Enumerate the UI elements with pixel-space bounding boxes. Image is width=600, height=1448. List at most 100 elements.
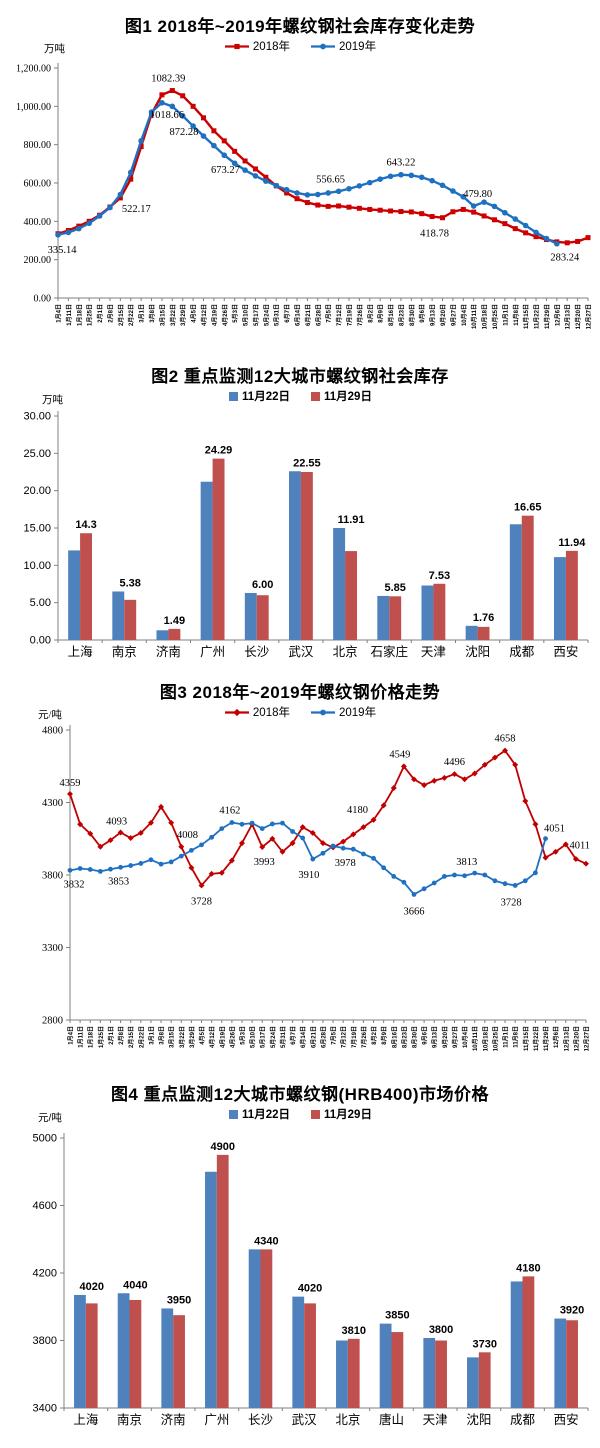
swatch-icon [229, 391, 239, 401]
svg-text:3月1日: 3月1日 [138, 304, 146, 323]
svg-text:成都: 成都 [510, 1413, 536, 1427]
svg-text:12月6日: 12月6日 [553, 304, 561, 326]
svg-text:22.55: 22.55 [293, 457, 321, 469]
svg-text:10月18日: 10月18日 [481, 1026, 489, 1051]
svg-text:6月7日: 6月7日 [289, 1026, 297, 1045]
svg-text:3月22日: 3月22日 [169, 304, 177, 326]
svg-text:479.80: 479.80 [463, 189, 492, 200]
svg-text:武汉: 武汉 [292, 1413, 318, 1427]
svg-text:4200: 4200 [33, 1268, 57, 1280]
legend-label: 2019年 [339, 707, 377, 719]
figure-1-unit-label: 万吨 [44, 44, 65, 55]
svg-text:8月2日: 8月2日 [370, 1026, 378, 1045]
svg-text:9月6日: 9月6日 [418, 304, 426, 323]
fig4-svg: 3400 3800 4200 4600 5000 上海 4020 南京 4040 济南 3950 广州… [33, 1133, 589, 1427]
svg-text:4093: 4093 [106, 817, 127, 828]
svg-text:3920: 3920 [560, 1305, 584, 1317]
svg-text:3800: 3800 [429, 1324, 453, 1336]
svg-text:广州: 广州 [204, 1413, 229, 1427]
svg-text:0.00: 0.00 [30, 635, 51, 647]
legend-label: 2018年 [252, 707, 290, 719]
figure-4-legend: 11月22日 11月29日 [0, 1106, 600, 1122]
svg-text:7月19日: 7月19日 [350, 1026, 358, 1048]
svg-text:6月21日: 6月21日 [304, 304, 312, 326]
svg-text:3978: 3978 [335, 858, 356, 869]
figure-3-unit-label: 元/吨 [38, 710, 62, 721]
svg-text:北京: 北京 [333, 645, 358, 659]
figure-2-legend: 11月22日 11月29日 [0, 388, 600, 404]
svg-text:4月12日: 4月12日 [208, 1026, 216, 1048]
svg-text:5.85: 5.85 [385, 582, 406, 594]
figure-3-title: 图3 2018年~2019年螺纹钢价格走势 [159, 683, 441, 702]
figure-2-plot: 0.00 5.00 10.00 15.00 20.00 25.00 30.00 上海 14.3 南… [0, 404, 600, 666]
svg-text:8月23日: 8月23日 [397, 304, 405, 326]
svg-text:8月16日: 8月16日 [387, 304, 395, 326]
svg-text:418.78: 418.78 [420, 229, 449, 240]
figure-2-plotwrap: 万吨 0.00 5.00 10.00 15.00 20.00 25.00 30.00 上海 14… [0, 394, 600, 666]
svg-text:成都: 成都 [509, 645, 535, 659]
svg-text:10月25日: 10月25日 [491, 1026, 499, 1051]
svg-text:800.00: 800.00 [24, 140, 52, 151]
legend-label: 11月22日 [242, 391, 290, 403]
figure-2-unit-label: 万吨 [42, 394, 63, 406]
svg-text:2月1日: 2月1日 [107, 1026, 115, 1045]
legend-item: 11月22日 [228, 388, 290, 404]
svg-text:3832: 3832 [64, 879, 85, 890]
svg-text:16.65: 16.65 [514, 502, 542, 514]
svg-text:11月8日: 11月8日 [512, 304, 520, 326]
svg-text:9月27日: 9月27日 [449, 304, 457, 326]
svg-text:643.22: 643.22 [387, 158, 416, 169]
svg-text:9月20日: 9月20日 [441, 1026, 449, 1048]
svg-text:3730: 3730 [472, 1338, 496, 1350]
svg-text:4月5日: 4月5日 [198, 1026, 206, 1045]
svg-text:4180: 4180 [516, 1262, 540, 1274]
svg-text:济南: 济南 [161, 1412, 186, 1427]
svg-text:2800: 2800 [42, 1016, 63, 1027]
svg-text:3728: 3728 [191, 896, 212, 907]
legend-label: 11月29日 [324, 1109, 372, 1121]
svg-text:24.29: 24.29 [205, 445, 233, 457]
legend-item: 2019年 [310, 38, 376, 54]
svg-text:11.94: 11.94 [558, 537, 586, 549]
svg-text:8月9日: 8月9日 [380, 1026, 388, 1045]
svg-text:6月28日: 6月28日 [319, 1026, 327, 1048]
svg-text:3月15日: 3月15日 [168, 1026, 176, 1048]
svg-text:6月21日: 6月21日 [309, 1026, 317, 1048]
svg-text:9月20日: 9月20日 [439, 304, 447, 326]
svg-text:3950: 3950 [167, 1294, 191, 1306]
svg-text:10月11日: 10月11日 [470, 304, 478, 329]
svg-text:1月4日: 1月4日 [55, 304, 63, 323]
svg-text:上海: 上海 [73, 1412, 99, 1427]
svg-text:2月8日: 2月8日 [117, 1026, 125, 1045]
svg-text:9月27日: 9月27日 [451, 1026, 459, 1048]
svg-text:4月12日: 4月12日 [200, 304, 208, 326]
svg-text:10.00: 10.00 [23, 560, 51, 572]
svg-text:3666: 3666 [404, 906, 425, 917]
svg-text:3853: 3853 [108, 876, 129, 887]
svg-text:12月27日: 12月27日 [583, 1026, 591, 1051]
svg-text:4496: 4496 [444, 757, 465, 768]
figure-2-title: 图2 重点监测12大城市螺纹钢社会库存 [151, 367, 449, 386]
fig2-svg: 0.00 5.00 10.00 15.00 20.00 25.00 30.00 上海 14.3 南… [23, 411, 589, 659]
svg-text:1月25日: 1月25日 [86, 304, 94, 326]
svg-text:2月1日: 2月1日 [96, 304, 104, 323]
legend-label: 11月22日 [242, 1109, 290, 1121]
svg-text:10月4日: 10月4日 [460, 304, 468, 326]
svg-text:4180: 4180 [347, 805, 368, 816]
svg-text:6月7日: 6月7日 [283, 304, 291, 323]
svg-text:11.91: 11.91 [338, 514, 365, 526]
svg-text:5月3日: 5月3日 [231, 304, 239, 323]
svg-text:9月13日: 9月13日 [429, 304, 437, 326]
svg-text:4658: 4658 [495, 734, 516, 745]
svg-text:1月11日: 1月11日 [77, 1026, 85, 1048]
svg-text:2月22日: 2月22日 [137, 1026, 145, 1048]
svg-text:3993: 3993 [254, 857, 275, 868]
svg-text:8月30日: 8月30日 [408, 304, 416, 326]
svg-text:7月19日: 7月19日 [345, 304, 353, 326]
svg-text:长沙: 长沙 [244, 645, 270, 659]
svg-text:4月5日: 4月5日 [190, 304, 198, 323]
svg-text:600.00: 600.00 [24, 179, 52, 190]
svg-text:4月19日: 4月19日 [210, 304, 218, 326]
svg-text:4020: 4020 [298, 1283, 322, 1295]
figure-1-plotwrap: 万吨 0.00 200.00 400.00 600.00 800.00 1,000.00 1… [0, 44, 600, 350]
